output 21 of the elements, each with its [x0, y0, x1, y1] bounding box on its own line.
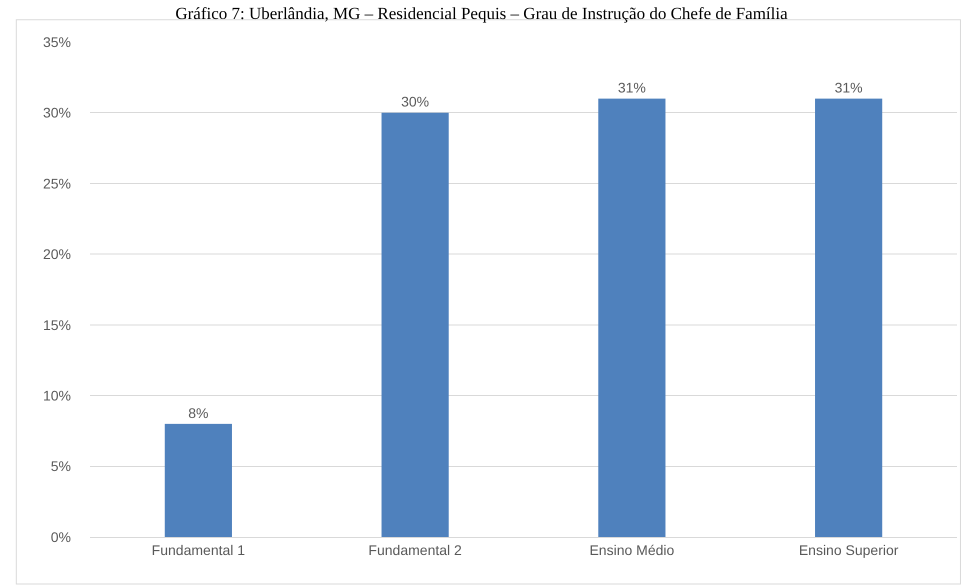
y-tick-label: 5% [50, 458, 71, 474]
y-tick-label: 0% [50, 528, 71, 545]
y-tick-label: 30% [42, 104, 71, 121]
bar [164, 424, 232, 537]
data-label: 31% [618, 80, 646, 96]
chart-title: Gráfico 7: Uberlândia, MG – Residencial Pequis – Grau de Instrução do Chefe de Família [175, 4, 788, 23]
y-tick-label: 25% [42, 175, 71, 192]
y-tick-label: 10% [42, 387, 71, 404]
x-tick-label: Ensino Superior [798, 542, 899, 558]
y-tick-label: 20% [42, 246, 71, 262]
x-tick-label: Fundamental 1 [152, 542, 246, 558]
data-label: 30% [401, 94, 430, 110]
y-tick-label: 15% [42, 316, 71, 333]
x-tick-label: Fundamental 2 [368, 542, 462, 558]
y-tick-label: 35% [42, 34, 71, 50]
bar [815, 98, 882, 537]
bar [598, 98, 666, 537]
x-tick-label: Ensino Médio [589, 542, 675, 558]
data-label: 31% [834, 80, 863, 96]
data-label: 8% [188, 404, 208, 421]
bar [382, 112, 449, 537]
